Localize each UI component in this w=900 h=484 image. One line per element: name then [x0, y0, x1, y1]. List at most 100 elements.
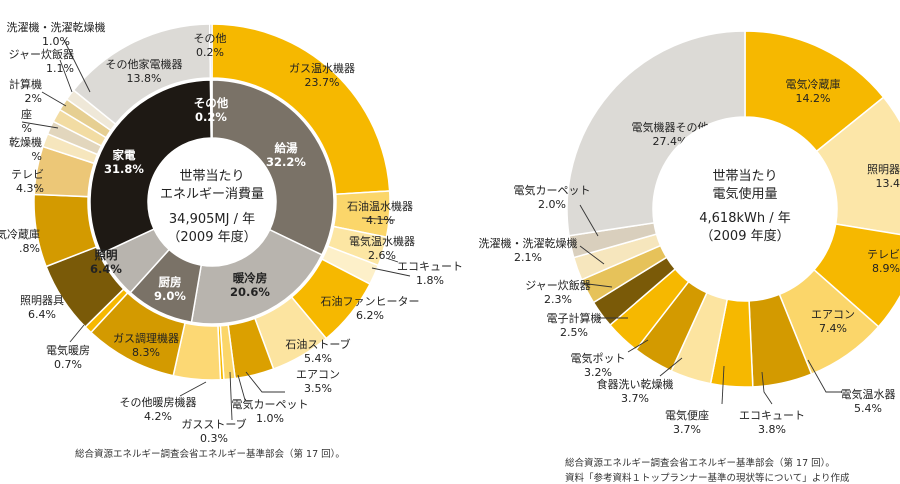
inner-3-value: 6.4%: [90, 262, 122, 276]
outer-0-label: ガス温水機器: [289, 61, 355, 75]
outer-8-label: ガスストーブ: [181, 417, 246, 431]
ring-0-value: 14.2%: [796, 92, 831, 105]
cut-label-0: ジャー炊飯器: [9, 47, 74, 61]
outer-4-label: 石油ファンヒーター: [321, 294, 420, 308]
outer-10-label: ガス調理機器: [113, 331, 179, 345]
outer-6-label: エアコン: [296, 368, 340, 381]
inner-0-label: 給湯: [275, 141, 298, 155]
inner-4-label: 家電: [113, 148, 136, 162]
ring-4-label: 電気温水器: [841, 387, 896, 401]
inner-5-label: その他: [194, 96, 229, 110]
outer-4-value: 6.2%: [356, 309, 384, 322]
ring-8-label: 電気ポット: [571, 351, 626, 365]
cut-label-r0: 照明器: [867, 163, 900, 176]
outer-3-value: 1.8%: [416, 274, 444, 287]
ring-3-value: 7.4%: [819, 322, 847, 335]
center-year: （2009 年度）: [167, 229, 256, 245]
ring-0-label: 電気冷蔵庫: [786, 77, 841, 91]
center-title: 世帯当たり: [179, 169, 244, 184]
donut-hole: [148, 138, 276, 266]
leader-cut-1: [42, 92, 66, 106]
outer-9-label: その他暖房機器: [120, 395, 197, 409]
center-value: 34,905MJ / 年: [169, 212, 255, 227]
inner-2-value: 9.0%: [154, 289, 186, 303]
cut-value-3: %: [32, 150, 42, 163]
ring-6-value: 3.7%: [673, 423, 701, 436]
outer-11-label: 電気暖房: [46, 343, 90, 357]
outer-12-label: 照明器具: [20, 294, 64, 307]
ring-7-value: 3.7%: [621, 392, 649, 405]
outer-2-label: 電気温水機器: [349, 234, 415, 248]
outer-6-value: 3.5%: [304, 382, 332, 395]
outer-10-value: 8.3%: [132, 346, 160, 359]
ring-6-label: 電気便座: [665, 408, 709, 422]
outer-3-label: エコキュート: [397, 260, 463, 273]
ring-8-value: 3.2%: [584, 366, 612, 379]
ring-9-label: 電子計算機: [547, 311, 602, 325]
ring-3-label: エアコン: [811, 308, 855, 321]
ring-5-label: エコキュート: [739, 409, 805, 422]
center-title: 世帯当たり: [712, 169, 777, 184]
ring-4-value: 5.4%: [854, 402, 882, 415]
cut-value-r0: 13.4: [876, 177, 900, 190]
outer-19-label: 洗濯機・洗濯乾燥機: [7, 20, 106, 34]
outer-1-label: 石油温水機器: [347, 199, 413, 213]
outer-11-value: 0.7%: [54, 358, 82, 371]
ring-11-label: 洗濯機・洗濯乾燥機: [479, 236, 578, 250]
outer-1-value: 4.1%: [366, 214, 394, 227]
outer-19-value: 1.0%: [42, 35, 70, 48]
donut-hole: [653, 117, 837, 301]
outer-9-value: 4.2%: [144, 410, 172, 423]
center-subtitle: 電気使用量: [712, 186, 777, 202]
outer-8-value: 0.3%: [200, 432, 228, 445]
center-subtitle: エネルギー消費量: [160, 187, 264, 202]
ring-10-value: 2.3%: [544, 293, 572, 306]
ring-5-value: 3.8%: [758, 423, 786, 436]
leader-outer-9: [180, 382, 206, 396]
cut-value-4: 4.3%: [16, 182, 44, 195]
cut-label-r1: テレビ: [867, 248, 900, 261]
inner-0-value: 32.2%: [266, 155, 306, 169]
outer-7-label: 電気カーペット: [232, 397, 309, 411]
outer-5-value: 5.4%: [304, 352, 332, 365]
ring-10-label: ジャー炊飯器: [525, 278, 590, 292]
cut-label-2: 座: [21, 107, 32, 121]
cut-value-r1: 8.9%: [872, 262, 900, 275]
cut-label-4: テレビ: [11, 168, 44, 181]
outer-20-value: 13.8%: [127, 72, 162, 85]
cut-label-1: 計算機: [9, 77, 42, 91]
ring-11-value: 2.1%: [514, 251, 542, 264]
ring-9-value: 2.5%: [560, 326, 588, 339]
source-note-left: 総合資源エネルギー調査会省エネルギー基準部会（第 17 回）。: [75, 446, 345, 460]
cut-value-5: .8%: [19, 242, 40, 255]
ring-7-label: 食器洗い乾燥機: [597, 377, 674, 391]
outer-2-value: 2.6%: [368, 249, 396, 262]
outer-7-value: 1.0%: [256, 412, 284, 425]
outer-21-value: 0.2%: [196, 46, 224, 59]
inner-1-value: 20.6%: [230, 285, 270, 299]
leader-outer-7: [238, 375, 245, 400]
source-note-right: 総合資源エネルギー調査会省エネルギー基準部会（第 17 回）。: [565, 455, 835, 469]
inner-5-value: 0.2%: [195, 110, 227, 124]
ring-12-value: 2.0%: [538, 198, 566, 211]
outer-0-value: 23.7%: [305, 76, 340, 89]
cut-value-2: %: [22, 122, 32, 135]
center-year: （2009 年度）: [700, 228, 789, 244]
cut-value-0: 1.1%: [46, 62, 74, 75]
leader-outer-11: [70, 325, 84, 342]
outer-5-label: 石油ストーブ: [285, 337, 350, 351]
outer-20-label: その他家電機器: [106, 57, 183, 71]
inner-3-label: 照明: [95, 248, 118, 262]
energy-consumption-donut: 給湯32.2%暖冷房20.6%厨房9.0%照明6.4%家電31.8%その他0.2…: [0, 20, 463, 445]
cut-label-3: 乾燥機: [9, 135, 42, 149]
inner-1-label: 暖冷房: [233, 271, 268, 285]
inner-2-label: 厨房: [159, 275, 182, 289]
inner-4-value: 31.8%: [104, 162, 144, 176]
outer-12-value: 6.4%: [28, 308, 56, 321]
center-value: 4,618kWh / 年: [699, 211, 790, 226]
cut-value-1: 2%: [25, 92, 42, 105]
outer-21-label: その他: [194, 32, 227, 45]
cut-label-5: 気冷蔵庫: [0, 227, 40, 241]
